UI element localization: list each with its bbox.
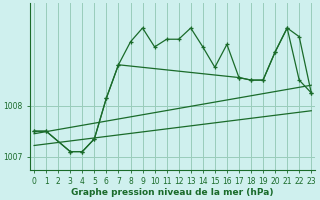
X-axis label: Graphe pression niveau de la mer (hPa): Graphe pression niveau de la mer (hPa) — [71, 188, 274, 197]
